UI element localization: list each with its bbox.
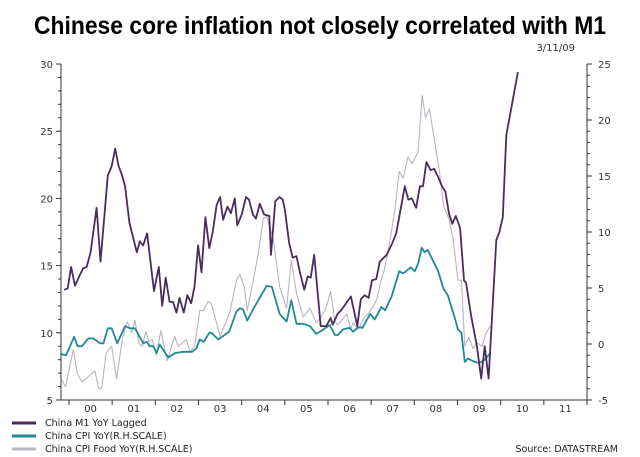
x-axis-tick-label: 07 bbox=[386, 404, 399, 415]
left-axis-tick-label: 15 bbox=[40, 262, 53, 273]
right-axis-tick-label: -5 bbox=[598, 396, 608, 407]
x-axis-tick-label: 01 bbox=[127, 404, 140, 415]
legend-label: China M1 YoY Lagged bbox=[45, 418, 147, 429]
series-line-china-cpi-food-yoy-r-h-scale bbox=[61, 94, 491, 390]
x-axis-tick-label: 00 bbox=[84, 404, 97, 415]
legend-label: China CPI YoY(R.H.SCALE) bbox=[45, 431, 167, 442]
x-axis-tick-label: 04 bbox=[257, 404, 270, 415]
left-axis-tick-label: 5 bbox=[47, 396, 53, 407]
x-axis-tick-label: 02 bbox=[171, 404, 184, 415]
x-axis-tick-label: 11 bbox=[559, 404, 572, 415]
x-axis-tick-label: 03 bbox=[214, 404, 227, 415]
x-axis-tick-label: 09 bbox=[473, 404, 486, 415]
source-note: Source: DATASTREAM bbox=[516, 444, 618, 455]
x-axis-tick-label: 10 bbox=[516, 404, 529, 415]
right-axis-tick-label: 25 bbox=[598, 60, 611, 71]
series-group bbox=[61, 71, 519, 390]
x-axis-tick-label: 08 bbox=[430, 404, 443, 415]
legend: China M1 YoY Lagged China CPI YoY(R.H.SCA… bbox=[12, 418, 192, 455]
x-axis-tick-label: 05 bbox=[300, 404, 313, 415]
right-axis-tick-label: 0 bbox=[598, 340, 604, 351]
x-axis-tick-label: 06 bbox=[343, 404, 356, 415]
series-line-china-m1-yoy-lagged bbox=[63, 71, 519, 380]
chart-date: 3/11/09 bbox=[536, 43, 575, 54]
series-line-china-cpi-yoy-r-h-scale bbox=[61, 246, 491, 364]
left-axis-tick-label: 10 bbox=[40, 329, 53, 340]
right-axis-tick-label: 10 bbox=[598, 228, 611, 239]
chart-title: Chinese core inflation not closely corre… bbox=[34, 12, 606, 40]
left-axis-tick-label: 25 bbox=[40, 127, 53, 138]
left-axis-tick-label: 30 bbox=[40, 60, 53, 71]
right-axis-tick-label: 5 bbox=[598, 284, 604, 295]
right-axis-tick-label: 15 bbox=[598, 172, 611, 183]
right-axis-tick-label: 20 bbox=[598, 116, 611, 127]
left-axis-tick-label: 20 bbox=[40, 194, 53, 205]
legend-label: China CPI Food YoY(R.H.SCALE) bbox=[45, 444, 192, 455]
